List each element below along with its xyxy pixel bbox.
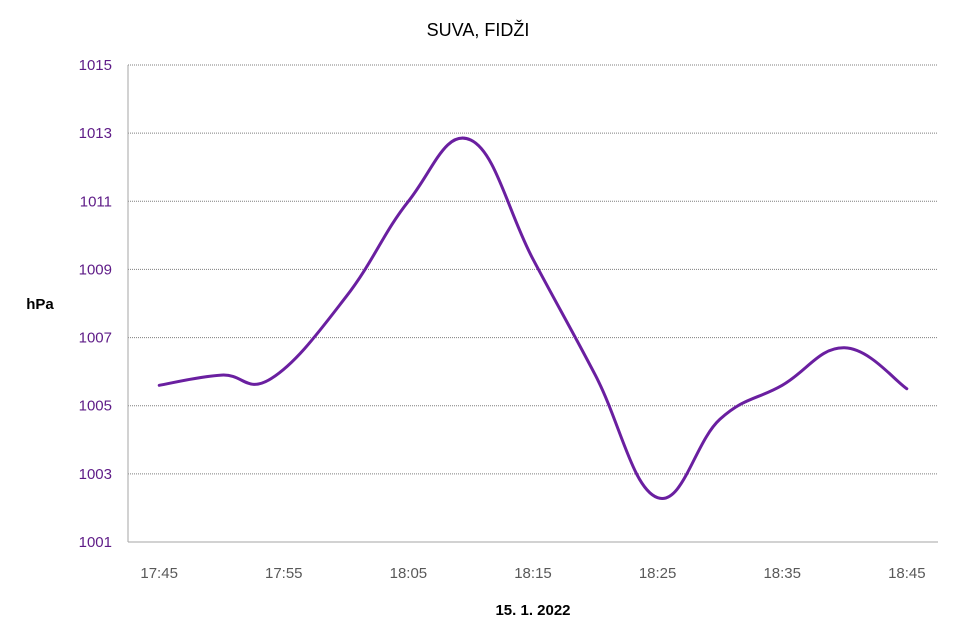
- grid-lines: [128, 64, 938, 475]
- series-group: [157, 136, 909, 500]
- y-tick-label: 1015: [79, 57, 112, 74]
- x-tick-label: 17:45: [140, 565, 178, 582]
- axes: [127, 65, 938, 543]
- x-tick-label: 17:55: [265, 565, 303, 582]
- x-tick-label: 18:05: [390, 565, 428, 582]
- chart-title: SUVA, FIDŽI: [427, 20, 530, 40]
- y-tick-label: 1013: [79, 125, 112, 142]
- pressure-series-line: [157, 136, 909, 500]
- x-tick-label: 18:35: [763, 565, 801, 582]
- x-tick-label: 18:25: [639, 565, 677, 582]
- y-tick-label: 1003: [79, 466, 112, 483]
- y-tick-label: 1007: [79, 330, 112, 347]
- y-axis-label: hPa: [26, 296, 54, 313]
- y-tick-label: 1005: [79, 398, 112, 415]
- x-tick-labels: 17:45 17:55 18:05 18:15 18:25 18:35 18:45: [140, 565, 925, 582]
- y-tick-labels: 1001 1003 1005 1007 1009 1011 1013 1015: [79, 57, 112, 551]
- y-tick-label: 1001: [79, 534, 112, 551]
- x-tick-label: 18:15: [514, 565, 552, 582]
- y-tick-label: 1011: [80, 193, 112, 210]
- y-tick-label: 1009: [79, 261, 112, 278]
- x-tick-label: 18:45: [888, 565, 926, 582]
- x-axis-label: 15. 1. 2022: [495, 602, 570, 619]
